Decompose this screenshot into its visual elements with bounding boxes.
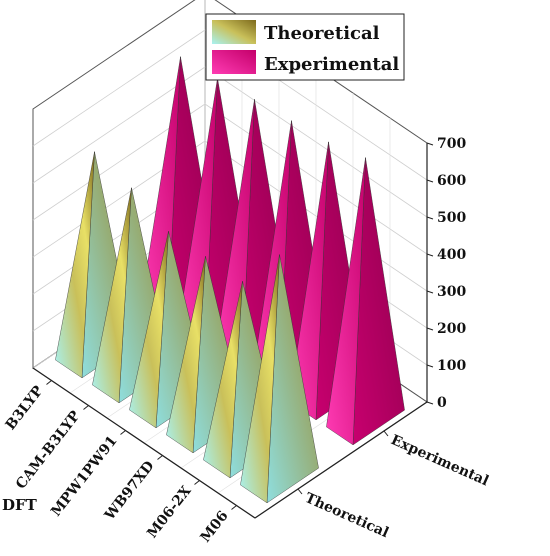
x-axis-title: DFT	[2, 496, 38, 514]
z-tick	[426, 364, 434, 368]
bar-face-front	[166, 256, 206, 454]
x-tick	[46, 380, 52, 385]
legend-swatch-theoretical	[212, 20, 256, 44]
x-tick	[231, 505, 237, 510]
z-tick	[426, 253, 434, 257]
z-tick	[426, 290, 434, 294]
bar-face-front	[326, 157, 366, 446]
bar-theoretical-m06	[240, 254, 319, 504]
z-tick-label: 300	[437, 284, 466, 300]
bar-face-front	[240, 254, 280, 504]
depth-tick-label: Experimental	[388, 432, 491, 489]
z-tick-label: 100	[437, 358, 466, 374]
depth-tick	[383, 430, 389, 437]
x-tick-label: M06	[198, 508, 232, 545]
depth-tick-label: Theoretical	[302, 490, 391, 541]
z-tick-label: 0	[437, 395, 447, 411]
legend-label-theoretical: Theoretical	[264, 23, 380, 44]
z-tick-label: 600	[437, 173, 466, 189]
bar-face-front	[129, 231, 169, 429]
bar-experimental-m06	[326, 157, 405, 446]
legend: Theoretical Experimental	[205, 13, 405, 81]
x-tick	[194, 480, 200, 485]
z-tick	[426, 142, 434, 146]
legend-swatch-experimental	[212, 50, 256, 74]
bar-face-front	[55, 151, 95, 379]
depth-axis-line	[254, 401, 428, 519]
z-tick	[426, 401, 434, 405]
x-tick-label: B3LYP	[3, 383, 47, 433]
z-tick	[426, 216, 434, 220]
z-tick-label: 500	[437, 210, 466, 226]
z-tick	[426, 327, 434, 331]
x-axis-line	[32, 367, 256, 519]
z-tick-label: 400	[437, 247, 466, 263]
x-tick	[157, 455, 163, 460]
x-tick-label: WB97XD	[101, 458, 157, 524]
bar-face-front	[92, 187, 132, 404]
x-tick-label: M06-2X	[144, 483, 194, 541]
z-tick-label: 700	[437, 136, 466, 152]
x-tick	[120, 430, 126, 435]
bars-layer	[55, 56, 405, 504]
depth-tick	[297, 488, 303, 495]
z-tick	[426, 179, 434, 183]
bar-face-front	[203, 281, 243, 479]
legend-label-experimental: Experimental	[264, 54, 399, 75]
z-axis: 0 100 200 300 400 500 600 700	[426, 136, 466, 411]
x-tick	[83, 405, 89, 410]
z-tick-label: 200	[437, 321, 466, 337]
